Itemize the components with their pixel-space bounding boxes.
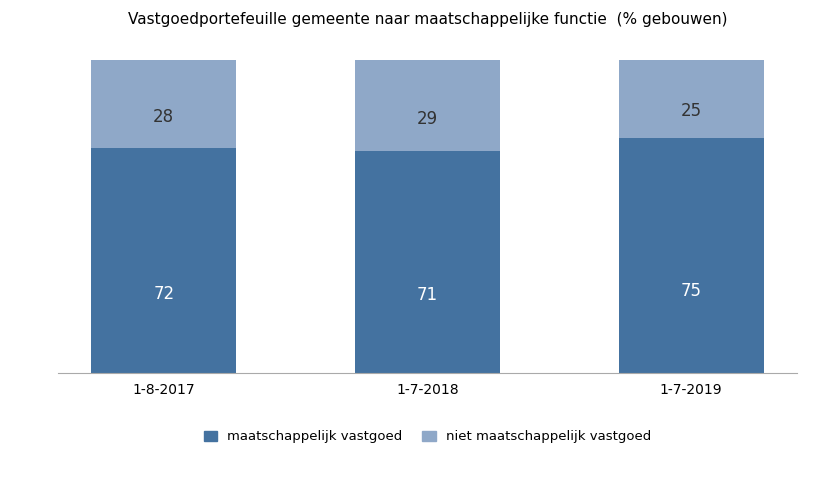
Text: 28: 28 [153, 108, 174, 126]
Text: 71: 71 [417, 286, 438, 304]
Bar [355, 60, 500, 151]
Legend: maatschappelijk vastgoed, niet maatschappelijk vastgoed: maatschappelijk vastgoed, niet maatschap… [200, 426, 655, 447]
Bar [91, 60, 236, 148]
Bar [355, 151, 500, 373]
Text: 25: 25 [681, 102, 702, 120]
Title: Vastgoedportefeuille gemeente naar maatschappelijke functie  (% gebouwen): Vastgoedportefeuille gemeente naar maats… [127, 12, 727, 27]
Text: 29: 29 [417, 110, 438, 128]
Text: 75: 75 [681, 282, 702, 300]
Text: 72: 72 [153, 285, 174, 303]
Bar [619, 60, 764, 138]
Bar [91, 148, 236, 373]
Bar [619, 138, 764, 373]
